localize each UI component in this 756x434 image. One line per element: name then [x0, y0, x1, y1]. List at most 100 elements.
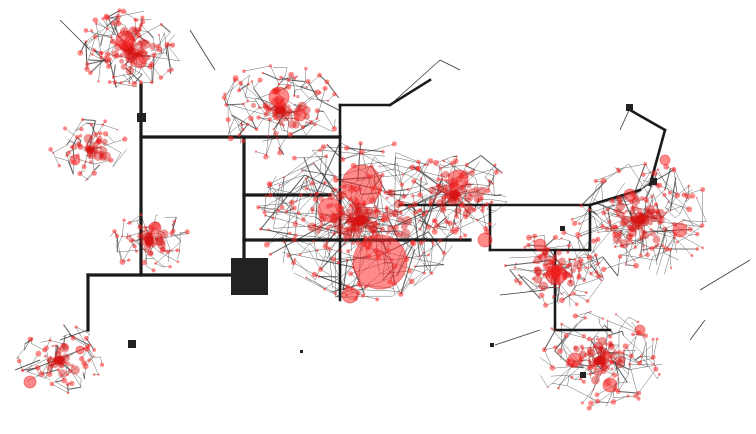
branch-edge [378, 192, 400, 213]
branch-edge [653, 338, 658, 358]
node-marker [572, 220, 578, 226]
branch-edge [665, 207, 676, 219]
hub-square [560, 226, 565, 231]
node-marker [305, 276, 308, 279]
node-marker [626, 394, 630, 398]
node-marker [327, 246, 332, 251]
node-marker-core [356, 210, 364, 218]
node-marker [432, 243, 435, 247]
branch-edge [315, 142, 341, 195]
node-marker [117, 8, 122, 13]
branch-edge [224, 75, 250, 96]
node-marker [140, 15, 145, 20]
node-marker [312, 224, 316, 228]
branch-edge [52, 152, 60, 166]
node-marker-core [615, 195, 624, 203]
node-marker [600, 368, 607, 375]
node-marker-core [325, 240, 329, 244]
branch-edge [279, 181, 289, 186]
node-marker-core [387, 189, 396, 198]
branch-edge [518, 274, 541, 300]
node-marker [463, 214, 469, 220]
node-marker-core [316, 224, 323, 231]
trunk-edges [86, 78, 667, 332]
branch-edge [428, 231, 445, 254]
node-marker [237, 133, 242, 137]
node-marker [566, 266, 569, 269]
node-marker [621, 216, 624, 219]
large-node-marker [75, 345, 85, 355]
node-marker [643, 196, 649, 202]
node-marker [363, 284, 368, 289]
large-node-marker [447, 169, 469, 191]
node-marker-core [447, 196, 457, 206]
node-marker-core [135, 51, 142, 58]
node-marker-core [633, 219, 637, 224]
node-marker [417, 208, 422, 213]
branch-edge [615, 352, 624, 370]
branch-edge [68, 386, 81, 390]
node-marker-core [610, 367, 614, 371]
hub-square [580, 372, 586, 378]
branch-edge [674, 182, 678, 194]
node-marker [49, 381, 55, 387]
node-marker [651, 337, 655, 341]
node-marker [513, 266, 516, 269]
node-marker-core [645, 205, 656, 216]
node-marker [51, 344, 54, 348]
node-marker [343, 243, 346, 246]
node-marker [348, 234, 353, 240]
node-marker-core [136, 46, 145, 56]
node-marker [241, 102, 245, 106]
branch-edge [306, 75, 320, 88]
node-marker-core [594, 359, 601, 365]
branch-edge [665, 195, 678, 213]
branch-edge [300, 184, 307, 188]
node-marker-core [645, 211, 654, 220]
branch-edge [302, 170, 334, 176]
node-marker [399, 182, 405, 187]
branch-edge [342, 143, 395, 160]
node-marker-core [437, 188, 443, 194]
node-marker [538, 292, 545, 299]
node-marker [84, 346, 90, 352]
node-marker-core [641, 214, 649, 222]
node-marker [609, 198, 615, 204]
node-marker [418, 255, 421, 258]
node-marker-core [369, 211, 377, 219]
node-marker-core [598, 357, 605, 365]
node-marker [333, 175, 337, 178]
node-marker [98, 145, 103, 150]
node-marker [346, 249, 351, 254]
node-marker [616, 169, 622, 174]
node-marker [74, 134, 80, 140]
node-marker [633, 245, 637, 249]
node-marker-core [639, 237, 644, 242]
node-marker-core [579, 350, 587, 359]
node-marker-core [139, 45, 144, 50]
branch-edge [628, 316, 639, 323]
node-marker-core [452, 189, 459, 197]
branch-edge [16, 338, 33, 359]
node-marker [610, 399, 617, 405]
branch-edge [258, 202, 292, 207]
node-marker [90, 29, 93, 32]
node-marker [84, 145, 91, 152]
node-marker [294, 233, 298, 237]
node-marker [650, 195, 654, 199]
node-marker [636, 217, 640, 221]
node-marker [81, 164, 87, 170]
branch-edge [176, 252, 180, 260]
node-marker-core [428, 198, 435, 205]
branch-edge [156, 236, 172, 240]
node-marker [579, 203, 583, 208]
node-marker-core [452, 195, 456, 199]
node-marker-core [360, 211, 370, 221]
node-marker-core [362, 221, 369, 228]
node-marker-core [619, 239, 629, 249]
node-marker [553, 345, 558, 350]
node-marker-core [98, 150, 105, 157]
node-marker [599, 356, 603, 360]
node-marker [668, 247, 672, 252]
